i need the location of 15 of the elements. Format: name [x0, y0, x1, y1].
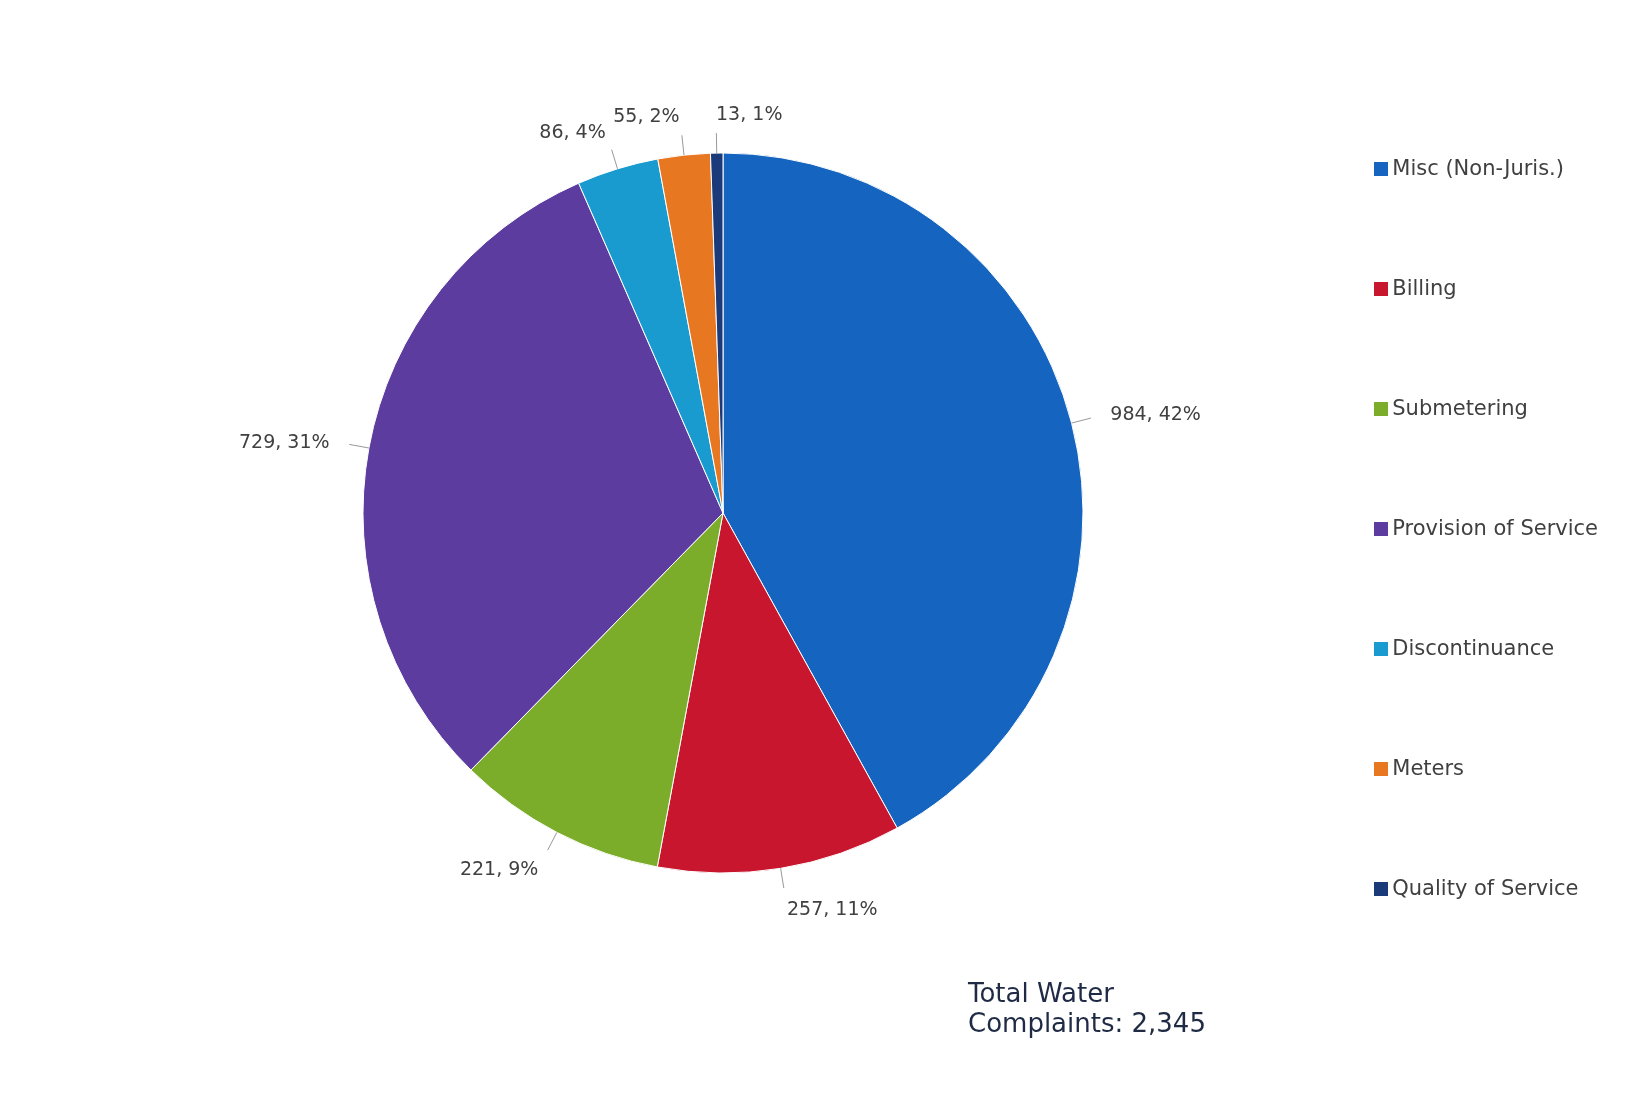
- data-label: 13, 1%: [716, 102, 783, 125]
- data-label: 729, 31%: [238, 429, 330, 452]
- data-label: 257, 11%: [787, 896, 878, 919]
- data-label: 221, 9%: [459, 856, 539, 879]
- legend-label: Misc (Non-Juris.): [1392, 156, 1564, 180]
- legend-label: Submetering: [1392, 396, 1528, 420]
- legend-label: Quality of Service: [1392, 876, 1579, 900]
- data-label: 984, 42%: [1110, 402, 1201, 425]
- legend-label: Meters: [1392, 756, 1465, 780]
- data-label: 55, 2%: [613, 104, 680, 127]
- legend-label: Discontinuance: [1392, 636, 1555, 660]
- text: Total Water Complaints: 2,345: [968, 978, 1207, 1038]
- legend-label: Billing: [1392, 276, 1457, 300]
- data-label: 86, 4%: [539, 119, 606, 142]
- legend-label: Provision of Service: [1392, 516, 1598, 540]
